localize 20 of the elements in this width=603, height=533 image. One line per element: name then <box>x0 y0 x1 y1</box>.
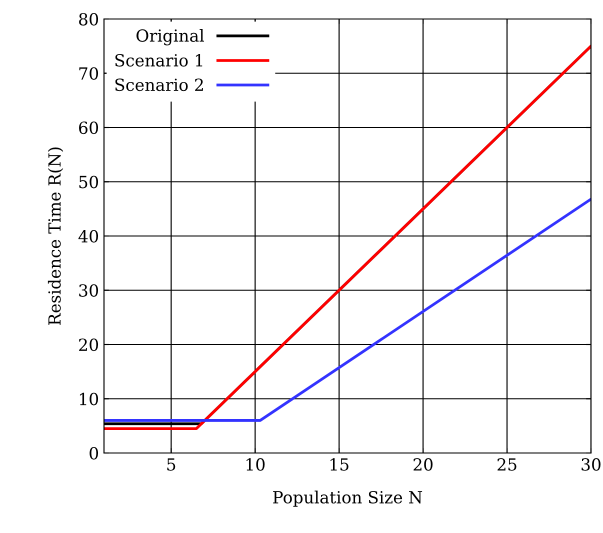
x-tick-label: 25 <box>498 458 516 471</box>
x-axis-title: Population Size N <box>273 490 422 507</box>
x-tick-label: 15 <box>330 458 348 471</box>
x-tick-label: 20 <box>414 458 433 471</box>
x-tick-label: 5 <box>167 458 176 471</box>
y-tick-label: 60 <box>79 121 98 134</box>
x-tick-label: 10 <box>246 458 265 471</box>
y-tick-label: 40 <box>78 230 98 243</box>
y-tick-label: 0 <box>90 446 98 460</box>
y-tick-label: 20 <box>79 338 98 352</box>
y-tick-label: 10 <box>80 392 98 406</box>
legend-label: Original <box>136 29 204 46</box>
x-tick-label: 30 <box>582 458 600 471</box>
legend-label: Scenario 2 <box>115 78 203 92</box>
y-axis-title: Residence Time R(N) <box>48 148 64 325</box>
y-tick-label: 80 <box>79 12 98 26</box>
y-tick-label: 50 <box>79 176 98 188</box>
y-tick-label: 70 <box>79 67 98 80</box>
legend-label: Scenario 1 <box>115 54 202 67</box>
y-tick-label: 30 <box>79 284 98 297</box>
